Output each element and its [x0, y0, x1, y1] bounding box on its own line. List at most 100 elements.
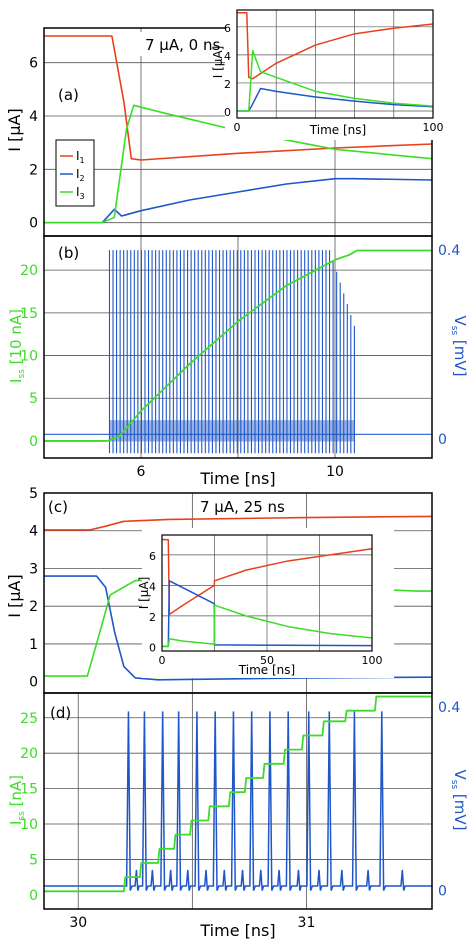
ci-series-2 [162, 604, 373, 648]
panel-a-inset: 0 2 4 6 0 100 Time [ns] I [μA] [211, 5, 466, 140]
panel-a-inset-frame [236, 9, 434, 119]
panel-a-ticks: 0 2 4 6 [29, 56, 38, 232]
ai-ytick-6: 6 [224, 22, 231, 35]
panel-a-annotation: 7 μA, 0 ns [145, 36, 220, 54]
d-ytickL-10: 10 [20, 817, 38, 833]
ai-series-1 [237, 87, 434, 112]
panel-c-label: (c) [48, 498, 68, 516]
b-ytickL-10: 10 [20, 349, 38, 365]
b-xtick-10: 10 [326, 464, 344, 480]
c-ytick-4: 4 [29, 524, 38, 540]
ci-ytick-2: 2 [149, 611, 156, 624]
c-ytick-3: 3 [29, 561, 38, 577]
panel-c-ylabel: I [μA] [5, 574, 24, 617]
panel-d-ticks: 0 5 10 15 20 25 0 0.4 30 31 [20, 700, 460, 931]
panel-b-ylabel-left: Iss [10 nA] [7, 309, 27, 383]
panel-d-grid [44, 693, 432, 909]
panel-b-ylabel-right-sub: ss [449, 326, 459, 336]
panel-d-xlabel: Time [ns] [199, 921, 275, 940]
legend-I2-sub: 2 [80, 174, 85, 183]
legend-label-I2: I2 [76, 167, 85, 183]
ci-xtick-0: 0 [159, 654, 166, 667]
ci-ytick-0: 0 [149, 641, 156, 654]
panel-c-inset-ylabel: I [μA] [137, 577, 151, 610]
legend-I1-main: I [76, 149, 80, 163]
legend-frame [55, 139, 95, 207]
ai-ytick-2: 2 [224, 78, 231, 91]
a-series-I2 [44, 177, 433, 224]
d-xtick-30: 30 [69, 915, 87, 931]
panel-b-ylabel-left-sub: ss [17, 369, 27, 379]
c-series-I1 [44, 515, 433, 531]
panel-b: 0 5 10 15 20 0 0.4 6 10 (b) Time [ns] Iss [10 nA… [7, 235, 468, 488]
ai-xtick-100: 100 [423, 121, 444, 134]
panel-a-inset-series [237, 12, 434, 112]
d-ytickL-15: 15 [20, 782, 38, 798]
d-ytickL-0: 0 [29, 888, 38, 904]
panel-c-inset-frame [161, 534, 373, 652]
panel-a-ylabel: I [μA] [5, 108, 24, 151]
d-series-Iss [44, 695, 432, 893]
panel-d-ylabel-left-main: I [7, 821, 25, 825]
panel-c-inset-xlabel: Time [ns] [238, 663, 295, 677]
b-ytickR-0.4: 0.4 [438, 243, 460, 259]
panel-b-ylabel-right: Vss [mV] [449, 315, 468, 376]
panel-b-ticks: 0 5 10 15 20 0 0.4 6 10 [20, 243, 460, 480]
panel-a-inset-ylabel: I [μA] [211, 46, 225, 79]
panel-c-ticks: 0 1 2 3 4 5 [29, 486, 38, 691]
panel-c: 0 1 2 3 4 5 I [μA] (c) 7 μA, 25 ns 0 2 4 6 0 50 100… [5, 486, 433, 694]
b-xtick-6: 6 [137, 464, 146, 480]
b-ytickL-15: 15 [20, 306, 38, 322]
legend-I3-main: I [76, 185, 80, 199]
panel-b-xlabel: Time [ns] [199, 469, 275, 488]
panel-c-annotation: 7 μA, 25 ns [200, 498, 285, 516]
panel-a-inset-xlabel: Time [ns] [309, 123, 366, 137]
d-ytickL-5: 5 [29, 852, 38, 868]
b-ytickL-20: 20 [20, 263, 38, 279]
d-ytickR-0.4: 0.4 [438, 700, 460, 716]
panel-b-ylabel-right-unit: [mV] [451, 335, 468, 376]
panel-d-ylabel-left: Iss [nA] [7, 775, 27, 825]
legend-I3-sub: 3 [80, 192, 85, 201]
legend-I1-sub: 1 [80, 156, 85, 165]
a-series-I1 [44, 35, 433, 161]
d-ytickL-25: 25 [20, 711, 38, 727]
panel-b-ylabel-left-main: I [7, 379, 25, 383]
panel-d-ylabel-right: Vss [mV] [449, 769, 468, 830]
b-spike-band [109, 420, 355, 442]
c-ytick-5: 5 [29, 486, 38, 502]
panel-d-ylabel-right-unit: [mV] [451, 789, 468, 830]
panel-b-label: (b) [58, 244, 79, 262]
b-ytickL-5: 5 [29, 391, 38, 407]
legend-label-I3: I3 [76, 185, 85, 201]
panel-c-inset: 0 2 4 6 0 50 100 Time [ns] I [μA] [137, 528, 394, 678]
a-ytick-0: 0 [29, 216, 38, 232]
panel-d-ylabel-right-main: V [451, 769, 468, 780]
b-ytickL-0: 0 [29, 434, 38, 450]
panel-d-ylabel-right-sub: ss [449, 780, 459, 790]
b-ytickR-0: 0 [438, 432, 447, 448]
d-ytickR-0: 0 [438, 884, 447, 900]
ci-xtick-50: 50 [260, 654, 274, 667]
panel-c-inset-ticks: 0 2 4 6 0 50 100 [149, 550, 383, 667]
ai-series-0 [237, 12, 434, 80]
a-ytick-6: 6 [29, 56, 38, 72]
c-ytick-2: 2 [29, 599, 38, 615]
panel-d: 0 5 10 15 20 25 0 0.4 30 31 (d) Time [ns] Iss [nA… [7, 692, 468, 940]
c-ytick-1: 1 [29, 637, 38, 653]
c-ytick-0: 0 [29, 675, 38, 691]
d-series-Vss [43, 711, 433, 891]
c-series-I2 [44, 575, 433, 681]
b-series-Iss [44, 249, 432, 442]
ci-xtick-100: 100 [362, 654, 383, 667]
a-series-I3 [44, 104, 433, 224]
a-ytick-4: 4 [29, 109, 38, 125]
panel-d-series [43, 695, 433, 893]
panel-d-ylabel-left-sub: ss [17, 811, 27, 821]
panel-b-ylabel-left-unit: [10 nA] [7, 309, 25, 369]
panel-b-frame [43, 235, 433, 459]
legend-label-I1: I1 [76, 149, 85, 165]
ai-xtick-0: 0 [234, 121, 241, 134]
ci-ytick-4: 4 [149, 580, 156, 593]
